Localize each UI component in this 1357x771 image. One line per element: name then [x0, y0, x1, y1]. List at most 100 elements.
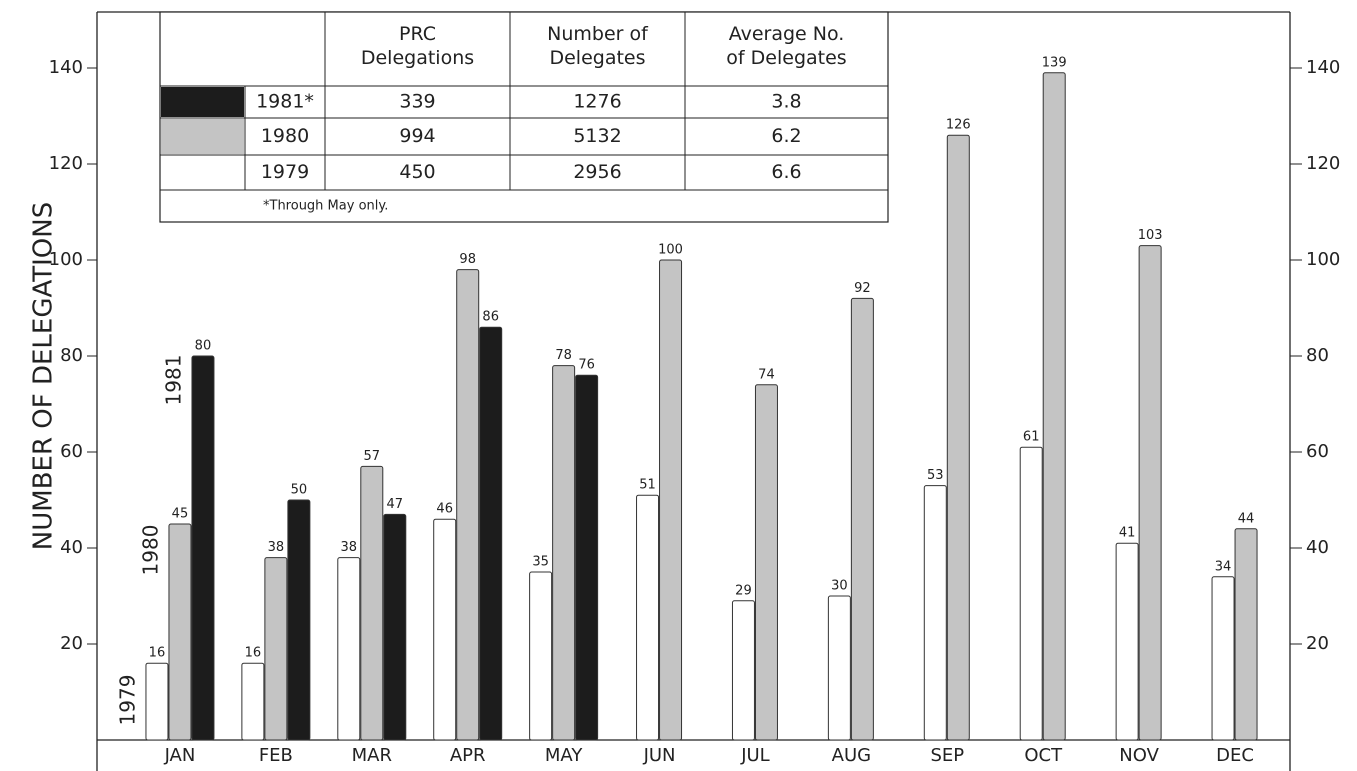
y2-tick-label: 80 [1306, 345, 1329, 366]
table-cell: 339 [399, 91, 435, 113]
x-tick-label: NOV [1119, 745, 1159, 766]
bar [287, 499, 311, 741]
y-tick-label: 60 [60, 441, 83, 462]
value-label: 100 [658, 243, 683, 258]
table-header: PRC Delegations [361, 23, 474, 69]
value-label: 38 [341, 540, 358, 555]
bar [1211, 576, 1235, 741]
y-tick-label: 140 [49, 57, 83, 78]
table-cell: 994 [399, 125, 435, 147]
series-label: 1980 [138, 525, 162, 576]
value-label: 139 [1042, 55, 1067, 70]
table-cell: 450 [399, 161, 435, 183]
series-label: 1979 [115, 675, 139, 726]
value-label: 74 [758, 367, 775, 382]
bar [659, 259, 683, 741]
bar [946, 134, 970, 741]
legend-swatch [161, 119, 244, 154]
table-header: Number of Delegates [547, 23, 649, 69]
value-label: 35 [532, 555, 549, 570]
y-tick-label: 40 [60, 537, 83, 558]
bar [1042, 72, 1066, 741]
value-label: 38 [268, 540, 285, 555]
y-tick-label: 80 [60, 345, 83, 366]
value-label: 45 [172, 507, 189, 522]
value-label: 53 [927, 468, 944, 483]
series-label: 1981 [161, 355, 185, 406]
table-cell: 1276 [573, 91, 621, 113]
bar [456, 269, 480, 741]
value-label: 47 [387, 497, 404, 512]
bar [850, 297, 874, 741]
x-tick-label: APR [450, 745, 486, 766]
x-tick-label: MAR [352, 745, 392, 766]
value-label: 46 [436, 502, 453, 517]
value-label: 30 [831, 579, 848, 594]
value-label: 50 [291, 483, 308, 498]
table-cell: 5132 [573, 125, 621, 147]
value-label: 103 [1138, 228, 1163, 243]
bar [1234, 528, 1258, 741]
y2-tick-label: 20 [1306, 633, 1329, 654]
table-cell: 2956 [573, 161, 621, 183]
table-box [159, 11, 889, 223]
table-row-label: 1981* [256, 91, 314, 113]
bar [1019, 446, 1043, 741]
bar [1115, 542, 1139, 741]
bar [731, 600, 755, 741]
value-label: 41 [1119, 526, 1136, 541]
value-label: 16 [149, 646, 166, 661]
y2-tick-label: 60 [1306, 441, 1329, 462]
legend-swatch [161, 156, 244, 189]
value-label: 34 [1215, 559, 1232, 574]
bar [529, 571, 553, 741]
value-label: 92 [854, 281, 871, 296]
y-tick-label: 120 [49, 153, 83, 174]
bar [923, 485, 947, 741]
table-header: Average No. of Delegates [726, 23, 846, 69]
x-tick-label: AUG [832, 745, 871, 766]
bar [575, 374, 599, 741]
table-footnote: *Through May only. [263, 199, 388, 214]
x-tick-label: JUN [643, 745, 676, 766]
bar [360, 465, 384, 741]
bar [383, 513, 407, 741]
table-cell: 3.8 [771, 91, 801, 113]
value-label: 126 [946, 118, 971, 133]
value-label: 80 [195, 339, 212, 354]
y2-tick-label: 100 [1306, 249, 1340, 270]
value-label: 16 [245, 646, 262, 661]
y2-tick-label: 40 [1306, 537, 1329, 558]
value-label: 51 [639, 478, 656, 493]
bar [241, 662, 265, 741]
bar [552, 365, 576, 741]
bar [145, 662, 169, 741]
x-tick-label: OCT [1024, 745, 1063, 766]
value-label: 29 [735, 583, 752, 598]
value-label: 78 [555, 348, 572, 363]
bar [168, 523, 192, 741]
y2-tick-label: 120 [1306, 153, 1340, 174]
bar [754, 384, 778, 741]
bar [337, 557, 361, 741]
y2-tick-label: 140 [1306, 57, 1340, 78]
y-tick-label: 20 [60, 633, 83, 654]
bar [636, 494, 660, 741]
value-label: 98 [459, 252, 476, 267]
x-tick-label: SEP [930, 745, 964, 766]
bar [1138, 245, 1162, 741]
value-label: 76 [578, 358, 595, 373]
value-label: 61 [1023, 430, 1040, 445]
value-label: 57 [364, 449, 381, 464]
y-axis-label: NUMBER OF DELEGATIONS [29, 202, 59, 550]
x-tick-label: MAY [545, 745, 583, 766]
table-row-label: 1979 [261, 161, 309, 183]
table-cell: 6.6 [771, 161, 801, 183]
legend-swatch [161, 87, 244, 117]
value-label: 44 [1238, 511, 1255, 526]
x-tick-label: FEB [259, 745, 293, 766]
bar [264, 557, 288, 741]
x-tick-label: JUL [740, 745, 770, 766]
table-row-label: 1980 [261, 125, 309, 147]
